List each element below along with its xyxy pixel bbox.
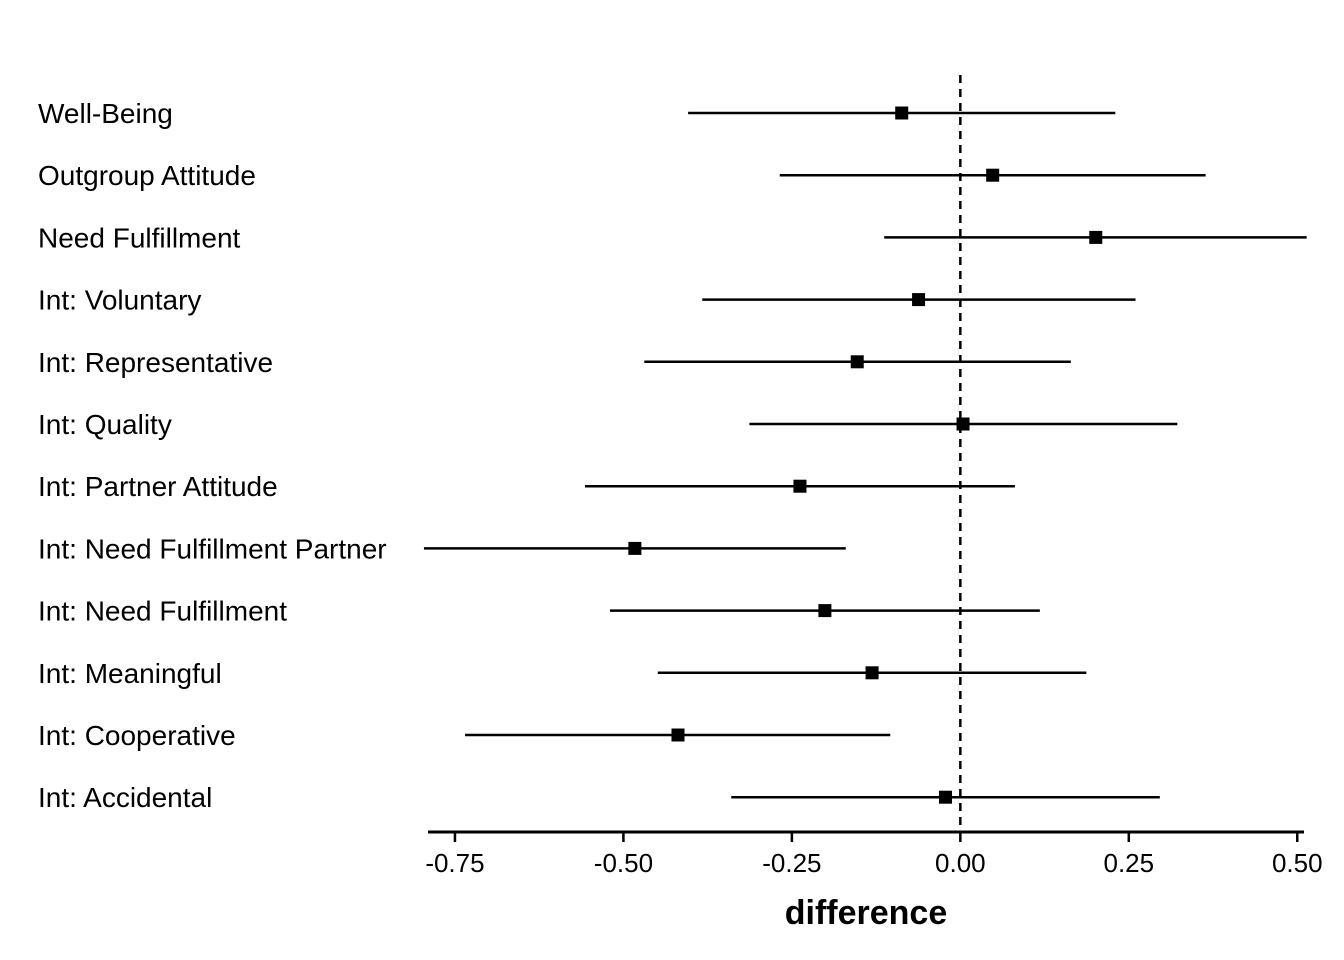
category-label: Int: Quality [38,409,172,440]
x-tick-label: 0.50 [1272,848,1323,878]
category-label: Outgroup Attitude [38,160,256,191]
x-axis: -0.75 -0.50 -0.25 0.00 0.25 0.50 [425,830,1323,878]
category-label: Int: Meaningful [38,658,222,689]
x-tick-label: 0.00 [935,848,986,878]
point-estimate [912,293,926,307]
x-axis-title: difference [785,894,948,932]
category-label: Int: Need Fulfillment [38,596,287,627]
category-label: Need Fulfillment [38,222,241,253]
point-estimate [986,168,1000,182]
category-label: Well-Being [38,98,173,129]
x-tick-label: -0.50 [594,848,653,878]
x-tick-label: -0.75 [425,848,484,878]
point-estimate [671,728,685,742]
point-estimate [895,106,909,120]
category-label: Int: Voluntary [38,285,201,316]
category-label: Int: Need Fulfillment Partner [38,533,387,564]
point-estimate [628,541,642,555]
point-estimate [865,666,879,680]
point-estimate [956,417,970,431]
point-estimate [793,479,807,493]
category-label: Int: Accidental [38,782,212,813]
point-estimate [850,355,864,369]
point-estimate [939,790,953,804]
category-label: Int: Partner Attitude [38,471,278,502]
category-label-layer: Well-Being Outgroup Attitude Need Fulfillm… [38,98,387,813]
category-label: Int: Cooperative [38,720,236,751]
x-tick-label: -0.25 [762,848,821,878]
confidence-interval-layer [423,111,1307,799]
x-tick-label: 0.25 [1103,848,1154,878]
point-estimate [818,604,832,618]
category-label: Int: Representative [38,347,273,378]
point-estimate [1089,230,1103,244]
point-estimate-layer [628,106,1103,804]
